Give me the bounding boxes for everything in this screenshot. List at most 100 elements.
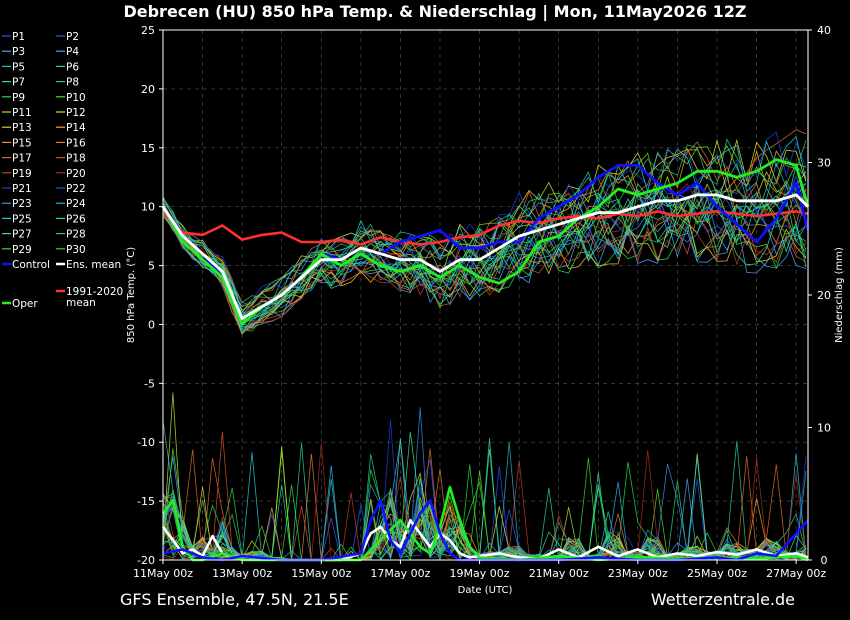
y-tick-label: -10 (137, 436, 155, 449)
y2-tick-label: 40 (817, 24, 831, 37)
legend-label: P8 (66, 77, 79, 89)
y2-tick-label: 10 (817, 422, 831, 435)
legend-label-line: P6 (66, 61, 79, 73)
legend-label-line: mean (66, 297, 96, 309)
legend-label: P17 (12, 153, 32, 165)
legend-label-line: P9 (12, 92, 25, 104)
legend-label-line: P7 (12, 77, 25, 89)
legend-label-line: P30 (66, 244, 86, 256)
x-tick-label: 21May 00z (529, 567, 589, 580)
legend-label-line: 1991-2020 (66, 286, 123, 298)
legend-label: P20 (66, 168, 86, 180)
legend-label: P4 (66, 46, 79, 58)
chart-title: Debrecen (HU) 850 hPa Temp. & Niederschl… (123, 2, 746, 22)
ensemble-member-line (162, 182, 807, 325)
legend-label: P10 (66, 92, 86, 104)
legend-label: P14 (66, 122, 86, 134)
legend-label-line: P11 (12, 107, 32, 119)
x-tick-label: 25May 00z (687, 567, 747, 580)
y-tick-label: -5 (144, 377, 155, 390)
legend-label: P19 (12, 168, 32, 180)
climatology-mean-line (162, 210, 809, 246)
legend-label-line: P19 (12, 168, 32, 180)
legend-label-line: P12 (66, 107, 86, 119)
x-tick-label: 19May 00z (450, 567, 510, 580)
legend-label-line: P17 (12, 153, 32, 165)
precip-precip_control-line (162, 499, 809, 562)
legend-label: P6 (66, 61, 79, 73)
legend-label-line: P13 (12, 122, 32, 134)
legend-label-line: P4 (66, 46, 79, 58)
x-tick-label: 11May 00z (133, 567, 193, 580)
y2-tick-label: 0 (821, 554, 828, 567)
legend-label-line: P15 (12, 137, 32, 149)
ensemble-member-line (162, 129, 807, 307)
ensemble-member-line (162, 174, 807, 321)
y-axis-left: 25 20 15 10 5 0 -5 -10 -15 -20 (137, 24, 163, 567)
ensemble-member-line (162, 144, 807, 308)
legend-label-line: P25 (12, 213, 32, 225)
legend-label: P7 (12, 77, 25, 89)
legend-label: P12 (66, 107, 86, 119)
legend-label: P1 (12, 31, 25, 43)
y2-axis-label: Niederschlag (mm) (834, 247, 845, 343)
legend-label-line: P1 (12, 31, 25, 43)
legend-label-line: P23 (12, 198, 32, 210)
legend-label-line: P21 (12, 183, 32, 195)
x-tick-label: 23May 00z (608, 567, 668, 580)
legend-label: P23 (12, 198, 32, 210)
x-tick-label: 13May 00z (212, 567, 272, 580)
legend-label-line: P5 (12, 61, 25, 73)
legend-label-line: Oper (12, 298, 38, 310)
legend-label: P16 (66, 137, 86, 149)
legend-label-line: P20 (66, 168, 86, 180)
legend-label-line: Ens. mean (66, 259, 121, 271)
legend-label: P15 (12, 137, 32, 149)
legend-label-line: P16 (66, 137, 86, 149)
y-tick-label: -15 (137, 495, 155, 508)
legend-label: P9 (12, 92, 25, 104)
precip-member-line (162, 431, 807, 561)
legend-label-line: P3 (12, 46, 25, 58)
legend-label-line: P2 (66, 31, 79, 43)
footer-site-name: Wetterzentrale.de (651, 590, 795, 609)
legend-label: P30 (66, 244, 86, 256)
main-series-lines (161, 158, 810, 562)
footer-model-info: GFS Ensemble, 47.5N, 21.5E (120, 590, 349, 609)
legend-label: Oper (12, 298, 38, 310)
ensemble-member-line (162, 212, 807, 336)
y-axis-right: 40 30 20 10 0 (808, 24, 831, 567)
legend-label: P13 (12, 122, 32, 134)
legend-label-line: P24 (66, 198, 86, 210)
legend-label-line: P22 (66, 183, 86, 195)
x-tick-label: 15May 00z (291, 567, 351, 580)
legend-label: P29 (12, 244, 32, 256)
x-tick-label: 27May 00z (766, 567, 826, 580)
legend-label: P26 (66, 213, 86, 225)
y2-tick-label: 30 (817, 157, 831, 170)
legend-label-line: P28 (66, 229, 86, 241)
legend-label: P5 (12, 61, 25, 73)
legend-label-line: P8 (66, 77, 79, 89)
legend-label-line: P27 (12, 229, 32, 241)
x-axis-label: Date (UTC) (458, 585, 513, 596)
y2-tick-label: 20 (817, 289, 831, 302)
legend-label: P11 (12, 107, 32, 119)
legend-label: Ens. mean (66, 259, 121, 271)
y-tick-label: 5 (148, 260, 155, 273)
ensemble-member-line (162, 131, 807, 307)
y-tick-label: 10 (141, 201, 155, 214)
legend-label: P21 (12, 183, 32, 195)
legend-label: Control (12, 259, 50, 271)
legend-label-line: P18 (66, 153, 86, 165)
ensemble-mean-line (161, 193, 809, 321)
y-tick-label: 20 (141, 83, 155, 96)
legend-label: P28 (66, 229, 86, 241)
legend-label: 1991-2020 mean (66, 286, 123, 309)
legend: P1 P2 P3 P4 P5 P6 P7 P8 P9 P10 P11 P12 P13 P14 P15 P16 P… (2, 31, 123, 310)
legend-label-line: P26 (66, 213, 86, 225)
y-axis-label: 850 hPa Temp. (°C) (126, 247, 137, 343)
y-tick-label: 25 (141, 24, 155, 37)
legend-label-line: P14 (66, 122, 86, 134)
